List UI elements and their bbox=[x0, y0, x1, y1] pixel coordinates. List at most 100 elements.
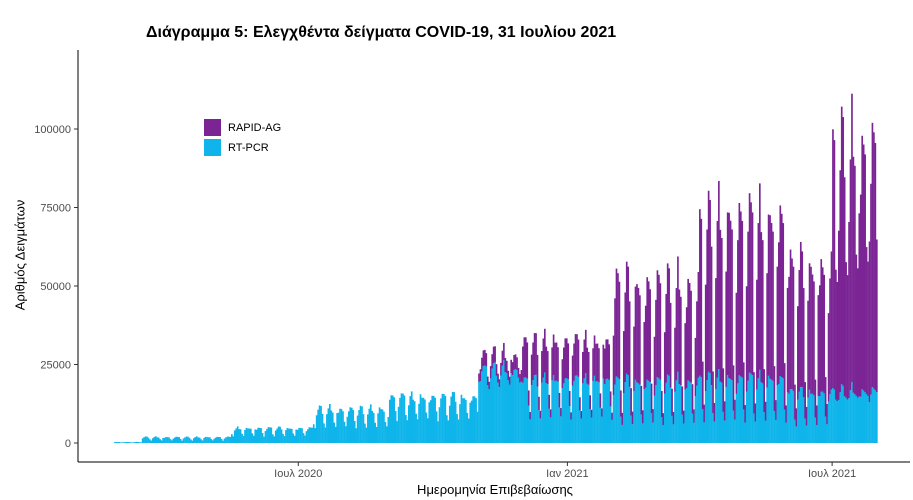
bar-rt-pcr bbox=[530, 385, 533, 443]
bar-rt-pcr bbox=[602, 378, 605, 443]
bar-rt-pcr bbox=[792, 390, 795, 443]
bar-rt-pcr bbox=[568, 406, 571, 443]
bar-rt-pcr bbox=[728, 378, 730, 443]
bar-rt-pcr bbox=[166, 437, 169, 443]
bar-rt-pcr bbox=[393, 397, 396, 443]
bar-rt-pcr bbox=[510, 373, 513, 443]
bar-rt-pcr bbox=[441, 393, 444, 443]
bar-rt-pcr bbox=[748, 372, 751, 443]
bar-rt-pcr bbox=[544, 372, 546, 443]
bar-rt-pcr bbox=[601, 416, 603, 443]
bar-rt-pcr bbox=[213, 438, 216, 443]
bar-rt-pcr bbox=[409, 396, 412, 443]
bar-rt-pcr bbox=[424, 399, 426, 443]
bar-rt-pcr bbox=[273, 436, 276, 443]
bar-rapid-ag bbox=[609, 391, 612, 407]
bar-rt-pcr bbox=[666, 374, 669, 443]
bar-rapid-ag bbox=[816, 405, 818, 426]
bar-rt-pcr bbox=[362, 414, 365, 443]
bar-rt-pcr bbox=[633, 391, 635, 443]
bar-rt-pcr bbox=[448, 405, 451, 443]
bar-rt-pcr bbox=[305, 431, 308, 443]
bar-rt-pcr bbox=[252, 435, 255, 443]
bar-rt-pcr bbox=[210, 439, 213, 443]
bar-rapid-ag bbox=[862, 144, 865, 391]
bar-rt-pcr bbox=[567, 379, 570, 443]
bar-rt-pcr bbox=[343, 421, 346, 443]
bar-rt-pcr bbox=[675, 380, 678, 443]
bar-rt-pcr bbox=[688, 381, 691, 443]
bar-rapid-ag bbox=[699, 209, 701, 376]
bar-rt-pcr bbox=[432, 395, 435, 443]
bar-rt-pcr bbox=[691, 413, 694, 443]
bar-rt-pcr bbox=[655, 385, 657, 443]
bar-rapid-ag bbox=[622, 331, 625, 394]
bar-rt-pcr bbox=[349, 407, 352, 443]
bar-rapid-ag bbox=[868, 241, 871, 403]
bar-rt-pcr bbox=[223, 438, 226, 443]
bar-rt-pcr bbox=[744, 422, 747, 443]
bar-rt-pcr bbox=[817, 395, 820, 443]
bar-rapid-ag bbox=[772, 231, 774, 381]
bar-rapid-ag bbox=[498, 379, 501, 388]
bar-rt-pcr bbox=[384, 421, 387, 443]
bar-rapid-ag bbox=[643, 322, 646, 390]
bar-rt-pcr bbox=[277, 426, 280, 443]
bar-rapid-ag bbox=[561, 359, 564, 389]
bar-rapid-ag bbox=[587, 352, 590, 385]
bar-rt-pcr bbox=[690, 382, 692, 443]
bar-rt-pcr bbox=[181, 440, 183, 443]
bar-rt-pcr bbox=[674, 391, 676, 443]
bar-rapid-ag bbox=[508, 376, 511, 385]
bar-rt-pcr bbox=[482, 366, 485, 443]
bar-rapid-ag bbox=[560, 408, 562, 417]
bar-rt-pcr bbox=[861, 389, 864, 443]
bar-rapid-ag bbox=[801, 251, 804, 388]
bar-rt-pcr bbox=[261, 433, 264, 443]
bar-rt-pcr bbox=[134, 442, 137, 443]
bar-rt-pcr bbox=[614, 384, 616, 443]
bar-rapid-ag bbox=[770, 222, 773, 380]
bar-rapid-ag bbox=[760, 232, 763, 383]
bar-rt-pcr bbox=[758, 369, 761, 443]
bar-rt-pcr bbox=[285, 430, 287, 443]
bar-rt-pcr bbox=[267, 427, 270, 443]
bar-rt-pcr bbox=[498, 387, 501, 443]
bar-rt-pcr bbox=[197, 437, 200, 443]
bar-rapid-ag bbox=[546, 351, 549, 385]
bar-rt-pcr bbox=[295, 429, 298, 443]
bar-rapid-ag bbox=[783, 363, 786, 410]
bar-rt-pcr bbox=[191, 440, 194, 443]
bar-rt-pcr bbox=[489, 378, 492, 443]
bar-rapid-ag bbox=[852, 156, 855, 393]
bar-rapid-ag bbox=[595, 343, 597, 382]
bar-rt-pcr bbox=[640, 414, 643, 443]
bar-rt-pcr bbox=[326, 414, 328, 443]
bar-rt-pcr bbox=[855, 395, 858, 443]
bar-rapid-ag bbox=[704, 284, 707, 392]
bar-rapid-ag bbox=[833, 140, 836, 390]
bar-rapid-ag bbox=[627, 266, 630, 376]
bar-rt-pcr bbox=[228, 436, 230, 443]
bar-rt-pcr bbox=[149, 439, 151, 443]
bar-rapid-ag bbox=[524, 337, 527, 378]
bar-rapid-ag bbox=[510, 359, 513, 374]
bar-rt-pcr bbox=[364, 423, 366, 443]
bar-rt-pcr bbox=[546, 384, 549, 443]
bar-rapid-ag bbox=[738, 202, 741, 376]
bar-rt-pcr bbox=[114, 442, 116, 443]
bar-rapid-ag bbox=[495, 364, 498, 376]
bar-rapid-ag bbox=[665, 293, 668, 383]
bar-rt-pcr bbox=[369, 404, 372, 443]
bar-rapid-ag bbox=[519, 374, 521, 383]
bar-rt-pcr bbox=[163, 437, 166, 443]
bar-rt-pcr bbox=[662, 425, 665, 443]
bar-rt-pcr bbox=[207, 437, 210, 443]
bar-rt-pcr bbox=[336, 413, 338, 443]
bar-rt-pcr bbox=[682, 423, 685, 443]
bar-rt-pcr bbox=[413, 401, 416, 443]
bar-rt-pcr bbox=[799, 386, 802, 443]
bar-rt-pcr bbox=[552, 375, 555, 443]
bar-rt-pcr bbox=[226, 436, 229, 443]
bar-rt-pcr bbox=[699, 375, 701, 443]
